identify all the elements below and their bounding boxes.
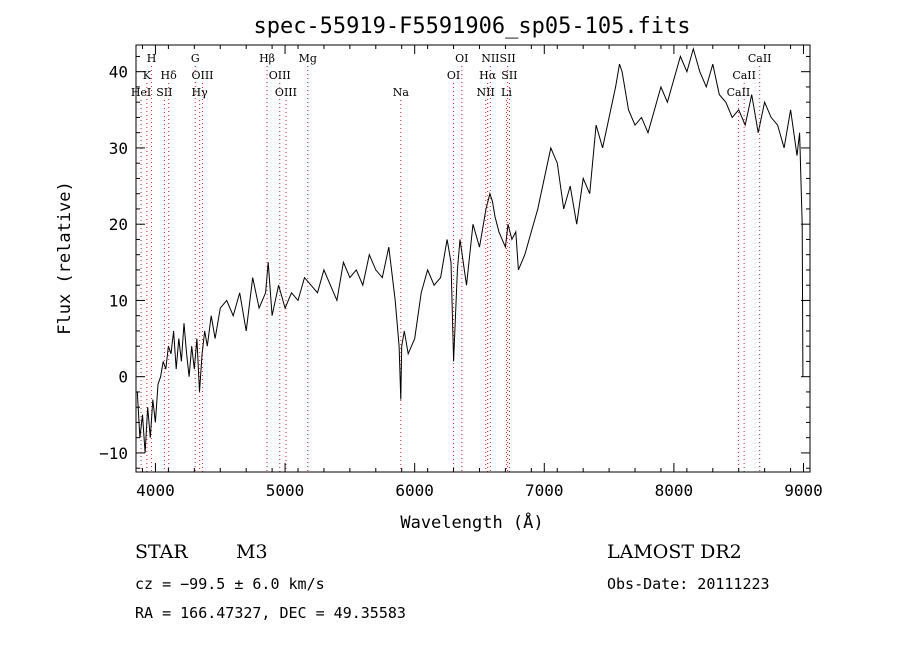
line-marker-label: Hγ [192,86,209,99]
x-tick-label: 6000 [395,481,434,500]
survey-name: LAMOST DR2 [607,541,742,563]
x-tick-label: 4000 [136,481,175,500]
line-marker-label: G [191,52,200,65]
coordinates: RA = 166.47327, DEC = 49.35583 [135,604,406,622]
y-tick-label: 10 [109,291,128,310]
line-marker-label: OIII [275,86,297,99]
object-class: STAR [135,541,188,563]
line-marker-label: OIII [269,69,291,82]
observation-date: Obs-Date: 20111223 [607,575,770,593]
spectrum-line [136,46,804,453]
axis-ticks: 4000 5000 6000 7000 8000 9000 −10 0 10 20 30 40 [99,45,823,500]
chart-title: spec-55919-F5591906_sp05-105.fits [253,14,690,39]
line-marker-label: H [147,52,157,65]
line-marker-label: OI [455,52,468,65]
y-tick-label: 40 [109,63,128,82]
x-tick-label: 8000 [655,481,694,500]
line-marker-label: CaII [732,69,756,82]
x-tick-label: 7000 [525,481,564,500]
line-marker-label: OI [447,69,460,82]
line-marker-label: Mg [299,52,317,65]
y-tick-label: 30 [109,139,128,158]
y-tick-label: −10 [99,444,128,463]
x-tick-label: 5000 [266,481,305,500]
line-marker-label: Hβ [259,52,275,65]
line-marker-label: SII [156,86,172,99]
line-marker-label: Li [501,86,512,99]
line-marker-label: OIII [191,69,213,82]
x-tick-label: 9000 [784,481,823,500]
line-marker-label: CaII [727,86,751,99]
redshift-velocity: cz = −99.5 ± 6.0 km/s [135,575,325,593]
y-tick-label: 0 [118,368,128,387]
line-marker-label: NII [481,52,499,65]
line-marker-label: Hα [479,69,497,82]
line-marker-label: NII [477,86,495,99]
y-axis-label: Flux (relative) [55,181,75,335]
object-subclass: M3 [236,541,268,563]
y-tick-label: 20 [109,215,128,234]
line-marker-label: K [143,69,152,82]
plot-frame [135,44,811,473]
line-marker-label: Na [393,86,410,99]
line-marker-label: HeI [131,86,151,99]
line-marker-label: CaII [748,52,772,65]
line-marker-label: Hδ [161,69,178,82]
line-marker-label: SII [499,52,515,65]
x-axis-label: Wavelength (Å) [400,511,543,533]
line-marker-label: SII [501,69,517,82]
